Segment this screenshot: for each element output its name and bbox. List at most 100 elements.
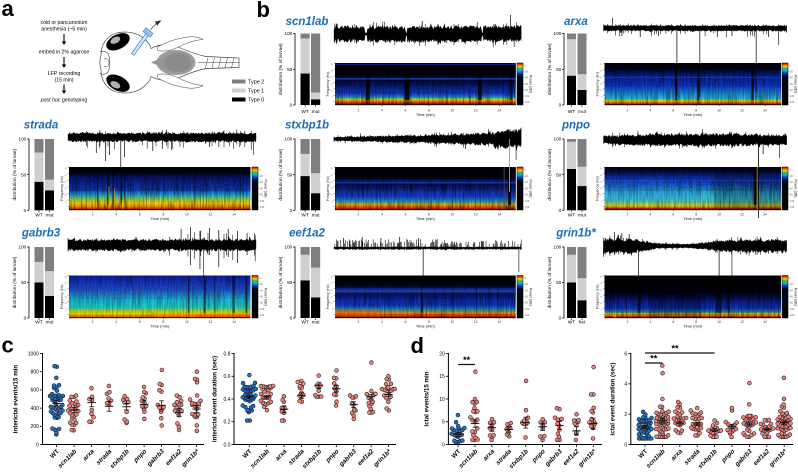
- svg-text:-100: -100: [524, 308, 529, 311]
- svg-text:-80: -80: [789, 302, 793, 305]
- svg-text:5: 5: [442, 420, 445, 426]
- svg-text:**: **: [671, 344, 679, 354]
- svg-text:10: 10: [450, 109, 454, 113]
- svg-text:WT: WT: [637, 448, 649, 460]
- svg-text:6: 6: [404, 109, 406, 113]
- svg-text:10: 10: [600, 90, 603, 92]
- svg-text:8: 8: [428, 213, 430, 217]
- svg-text:10: 10: [185, 213, 189, 217]
- svg-text:-100: -100: [789, 308, 794, 311]
- svg-text:5: 5: [66, 309, 68, 311]
- svg-text:15: 15: [330, 296, 333, 298]
- svg-text:0: 0: [290, 103, 293, 108]
- svg-text:WT: WT: [301, 320, 309, 326]
- svg-text:WT: WT: [301, 213, 309, 219]
- svg-text:10: 10: [600, 303, 603, 305]
- svg-text:800: 800: [31, 370, 40, 376]
- svg-text:anesthesia (~5 min): anesthesia (~5 min): [41, 27, 87, 33]
- svg-text:100: 100: [554, 31, 562, 36]
- svg-text:mut: mut: [312, 109, 321, 115]
- svg-text:10: 10: [450, 213, 454, 217]
- svg-text:WT: WT: [568, 109, 576, 115]
- svg-text:12: 12: [740, 320, 744, 324]
- svg-text:25: 25: [64, 175, 67, 177]
- svg-text:5: 5: [601, 309, 603, 311]
- svg-text:-100: -100: [524, 95, 529, 98]
- svg-text:distribution (% of larvae): distribution (% of larvae): [547, 256, 553, 308]
- svg-text:-120: -120: [259, 206, 264, 209]
- svg-text:pnpo: pnpo: [561, 120, 590, 132]
- svg-text:-40: -40: [789, 181, 793, 184]
- svg-text:25: 25: [600, 175, 603, 177]
- svg-text:b: b: [257, 0, 270, 22]
- svg-text:0: 0: [789, 277, 791, 280]
- svg-text:10: 10: [439, 397, 445, 403]
- svg-text:post hoc genotyping: post hoc genotyping: [40, 98, 88, 104]
- svg-text:distribution (% of larvae): distribution (% of larvae): [12, 148, 18, 200]
- svg-text:10: 10: [330, 90, 333, 92]
- svg-text:20: 20: [439, 351, 445, 357]
- svg-text:embed in 2% agarose: embed in 2% agarose: [39, 50, 90, 56]
- svg-text:Time (min): Time (min): [150, 216, 170, 221]
- svg-text:Time (min): Time (min): [416, 216, 436, 221]
- svg-text:0: 0: [290, 316, 293, 321]
- svg-text:Power (dB): Power (dB): [528, 288, 532, 306]
- svg-text:50: 50: [287, 280, 293, 285]
- svg-text:scn1lab: scn1lab: [286, 16, 329, 28]
- svg-text:Type 1: Type 1: [248, 89, 264, 95]
- svg-text:20: 20: [600, 181, 603, 183]
- svg-text:WT: WT: [35, 213, 43, 219]
- svg-text:30: 30: [64, 168, 67, 170]
- svg-text:50: 50: [556, 280, 562, 285]
- svg-text:15: 15: [439, 374, 445, 380]
- svg-text:20: 20: [330, 181, 333, 183]
- svg-text:0: 0: [559, 103, 562, 108]
- svg-text:25: 25: [600, 71, 603, 73]
- svg-text:mut: mut: [312, 320, 321, 326]
- svg-text:14: 14: [497, 320, 501, 324]
- svg-text:50: 50: [21, 280, 27, 285]
- svg-text:12: 12: [474, 320, 478, 324]
- svg-text:4: 4: [381, 320, 383, 324]
- svg-text:10: 10: [717, 109, 721, 113]
- svg-text:100: 100: [554, 245, 562, 250]
- svg-text:mut: mut: [578, 109, 587, 115]
- svg-text:2: 2: [92, 320, 94, 324]
- svg-text:arxa: arxa: [564, 16, 588, 28]
- svg-text:-40: -40: [524, 77, 528, 80]
- svg-text:14: 14: [497, 213, 501, 217]
- svg-text:25: 25: [64, 283, 67, 285]
- svg-text:Power (dB): Power (dB): [793, 288, 797, 306]
- svg-text:100: 100: [285, 137, 293, 142]
- svg-text:Frequency (Hz): Frequency (Hz): [326, 176, 330, 201]
- svg-text:10: 10: [717, 320, 721, 324]
- svg-text:4: 4: [649, 320, 651, 324]
- svg-text:25: 25: [330, 71, 333, 73]
- svg-text:0: 0: [290, 208, 293, 213]
- svg-text:8: 8: [695, 320, 697, 324]
- svg-text:30: 30: [600, 64, 603, 66]
- svg-text:Power (dB): Power (dB): [793, 180, 797, 198]
- svg-text:25: 25: [330, 283, 333, 285]
- svg-text:-40: -40: [524, 181, 528, 184]
- svg-text:15: 15: [600, 296, 603, 298]
- svg-text:-20: -20: [524, 71, 528, 74]
- svg-text:2: 2: [626, 109, 628, 113]
- svg-text:4: 4: [115, 320, 117, 324]
- svg-text:12: 12: [740, 109, 744, 113]
- svg-text:50: 50: [556, 172, 562, 177]
- svg-text:-60: -60: [259, 296, 263, 299]
- svg-text:0: 0: [259, 169, 261, 172]
- svg-text:2: 2: [626, 320, 628, 324]
- svg-text:20: 20: [600, 290, 603, 292]
- svg-text:2: 2: [358, 320, 360, 324]
- svg-text:30: 30: [600, 277, 603, 279]
- svg-text:-60: -60: [259, 187, 263, 190]
- svg-text:-20: -20: [524, 175, 528, 178]
- svg-text:mut: mut: [578, 213, 587, 219]
- svg-text:grin1b*: grin1b*: [555, 228, 596, 240]
- svg-text:20: 20: [600, 77, 603, 79]
- svg-text:10: 10: [717, 213, 721, 217]
- svg-text:50: 50: [556, 67, 562, 72]
- svg-text:14: 14: [232, 320, 236, 324]
